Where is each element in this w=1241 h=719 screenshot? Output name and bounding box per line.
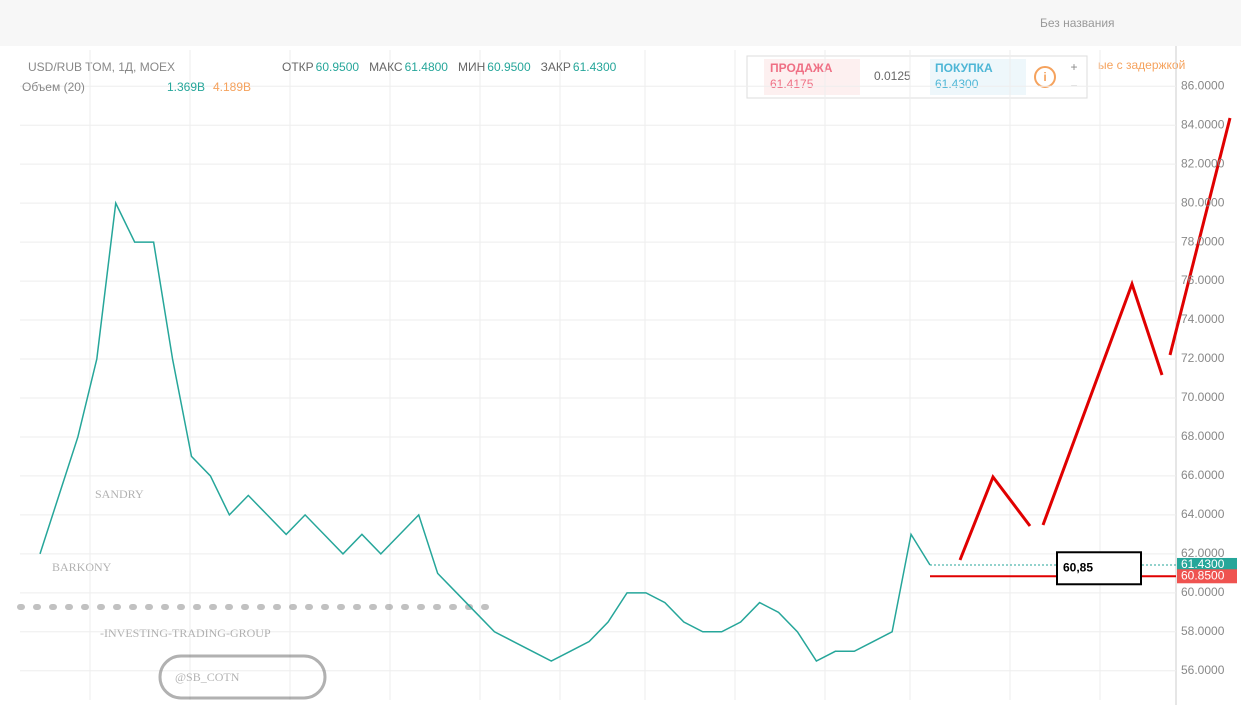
header-label: МИН bbox=[458, 60, 485, 74]
y-tick-label: 58.0000 bbox=[1181, 624, 1225, 638]
y-tick-label: 74.0000 bbox=[1181, 312, 1225, 326]
y-tick-label: 66.0000 bbox=[1181, 468, 1225, 482]
sell-label: ПРОДАЖА bbox=[770, 61, 833, 75]
header-value: 61.4300 bbox=[573, 60, 617, 74]
price-line bbox=[39, 200, 931, 663]
watermark-line: @SB_COTN bbox=[175, 670, 240, 684]
watermark-line: BARKONY bbox=[52, 560, 112, 574]
y-tick-label: 84.0000 bbox=[1181, 117, 1225, 131]
header-value: 60.9500 bbox=[316, 60, 360, 74]
header-label: МАКС bbox=[369, 60, 403, 74]
y-tick-label: 72.0000 bbox=[1181, 351, 1225, 365]
toolbar bbox=[0, 0, 1241, 46]
watermark-line: -INVESTING-TRADING-GROUP bbox=[100, 626, 271, 640]
annotation-box bbox=[1056, 551, 1142, 586]
price-label: 60.8500 bbox=[1181, 568, 1225, 582]
forecast-arrows bbox=[958, 117, 1232, 561]
header-value: 60.9500 bbox=[487, 60, 531, 74]
y-tick-label: 70.0000 bbox=[1181, 390, 1225, 404]
price-label: 61.4300 bbox=[1181, 557, 1225, 571]
y-tick-label: 64.0000 bbox=[1181, 507, 1225, 521]
svg-text:i: i bbox=[1043, 70, 1046, 84]
y-tick-label: 68.0000 bbox=[1181, 429, 1225, 443]
y-tick-label: 62.0000 bbox=[1181, 546, 1225, 560]
layout-name[interactable]: Без названия bbox=[1040, 16, 1115, 30]
y-tick-label: 56.0000 bbox=[1181, 663, 1225, 677]
volume-value: 1.369B bbox=[167, 80, 205, 94]
y-tick-label: 86.0000 bbox=[1181, 78, 1225, 92]
annotation-label: 60,85 bbox=[1063, 560, 1093, 574]
sell-price[interactable]: 61.4175 bbox=[770, 77, 814, 91]
buy-price[interactable]: 61.4300 bbox=[935, 77, 979, 91]
volume-value: 4.189B bbox=[213, 80, 251, 94]
y-tick-label: 82.0000 bbox=[1181, 156, 1225, 170]
symbol-title: USD/RUB TOM, 1Д, MOEX bbox=[28, 60, 175, 74]
volume-label: Объем (20) bbox=[22, 80, 85, 94]
watermark-line: SANDRY bbox=[95, 487, 144, 501]
y-tick-label: 76.0000 bbox=[1181, 273, 1225, 287]
delay-note: ые с задержкой bbox=[1098, 58, 1185, 72]
spread: 0.0125 bbox=[874, 69, 911, 83]
y-tick-label: 60.0000 bbox=[1181, 585, 1225, 599]
price-label-bg bbox=[1177, 569, 1237, 584]
quote-widget: ПРОДАЖА 61.4175 0.0125 ПОКУПКА 61.4300 i… bbox=[746, 55, 1088, 99]
watermark: SANDRY BARKONY -INVESTING-TRADING-GROUP … bbox=[17, 487, 493, 700]
svg-text:+: + bbox=[1070, 60, 1077, 74]
y-tick-label: 78.0000 bbox=[1181, 234, 1225, 248]
header-label: ЗАКР bbox=[541, 60, 571, 74]
price-label-bg bbox=[1177, 557, 1237, 572]
header-label: ОТКР bbox=[282, 60, 314, 74]
y-tick-label: 80.0000 bbox=[1181, 195, 1225, 209]
buy-label: ПОКУПКА bbox=[935, 61, 993, 75]
header-value: 61.4800 bbox=[405, 60, 449, 74]
